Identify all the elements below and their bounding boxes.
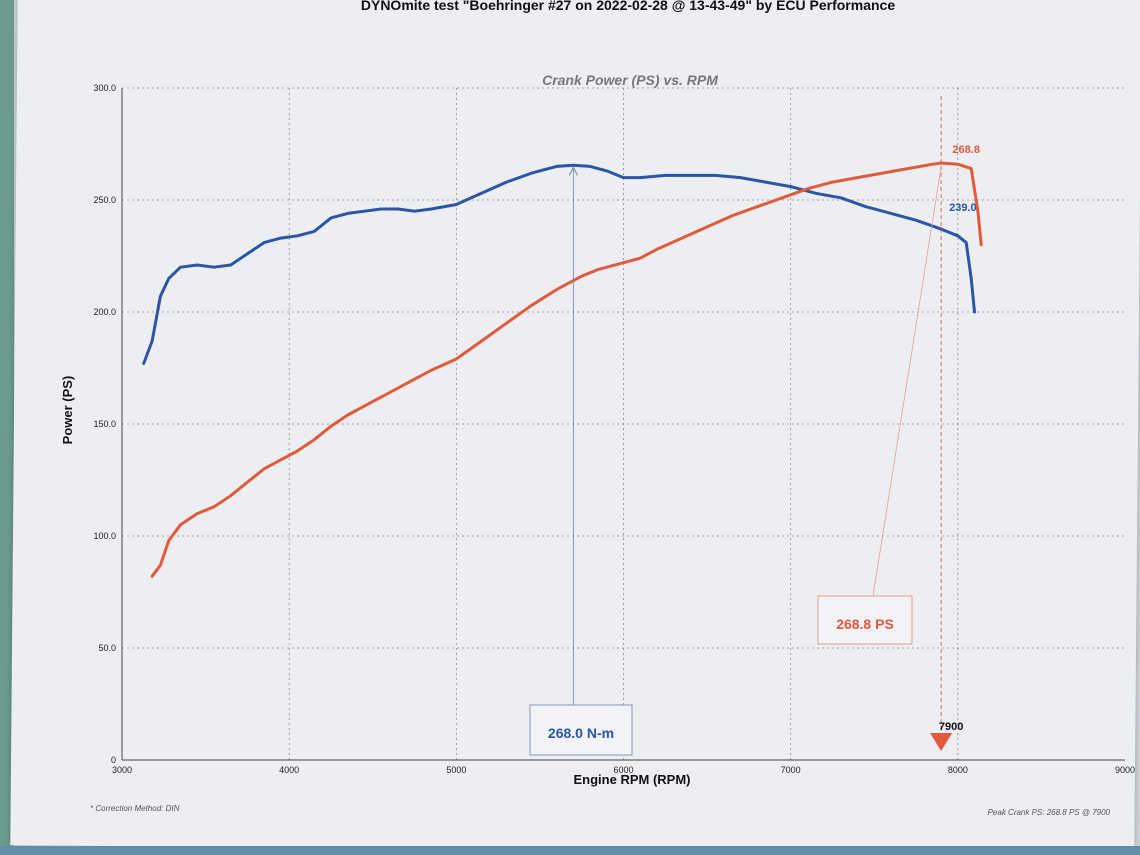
tick-labels: 3000 4000 5000 6000 7000 8000 9000 0 50.0 100.0 15… xyxy=(93,83,1135,775)
x-tick-label: 5000 xyxy=(446,765,466,775)
power-peak-box xyxy=(817,595,913,645)
report-title: DYNOmite test "Boehringer #27 on 2022-02… xyxy=(361,0,895,13)
y-tick-label: 100.0 xyxy=(93,531,116,541)
series-power-line xyxy=(150,161,983,578)
x-tick-label: 8000 xyxy=(948,765,968,775)
x-axis-label: Engine RPM (RPM) xyxy=(574,772,691,787)
x-tick-label: 7000 xyxy=(781,765,801,775)
y-tick-label: 250.0 xyxy=(93,195,116,205)
rpm-marker-label: 7900 xyxy=(939,721,963,733)
torque-peak-arrowhead xyxy=(568,166,578,176)
x-tick-label: 9000 xyxy=(1115,765,1135,775)
grid xyxy=(122,87,1125,760)
y-axis-label: Power (PS) xyxy=(60,376,75,445)
chart-title: Crank Power (PS) vs. RPM xyxy=(542,72,718,88)
footer-peak: Peak Crank PS: 268.8 PS @ 7900 xyxy=(988,808,1111,817)
background-strip-bottom xyxy=(0,846,1140,855)
annotations: 268.0 N-m 268.8 PS 7900 268.8 239.0 xyxy=(529,96,980,756)
torque-peak-value: 268.0 N-m xyxy=(548,725,614,741)
y-tick-label: 200.0 xyxy=(93,307,116,317)
series-group xyxy=(142,161,983,578)
power-end-label: 268.8 xyxy=(952,144,980,156)
axes xyxy=(121,88,1125,761)
footer-correction: * Correction Method: DIN xyxy=(90,804,180,813)
y-tick-label: 0 xyxy=(111,755,116,765)
power-peak-leader xyxy=(872,166,942,597)
background-strip-left xyxy=(0,0,14,855)
x-tick-label: 4000 xyxy=(279,765,299,775)
series-torque-line xyxy=(142,163,976,365)
x-tick-label: 3000 xyxy=(112,765,132,775)
x-tick-label: 6000 xyxy=(613,765,633,775)
y-tick-label: 300.0 xyxy=(93,83,116,93)
rpm-marker-triangle xyxy=(930,733,953,751)
torque-end-label: 239.0 xyxy=(949,202,977,214)
torque-peak-box xyxy=(529,704,633,756)
y-tick-label: 150.0 xyxy=(93,419,116,429)
power-peak-value: 268.8 PS xyxy=(836,616,894,632)
y-tick-label: 50.0 xyxy=(98,643,116,653)
